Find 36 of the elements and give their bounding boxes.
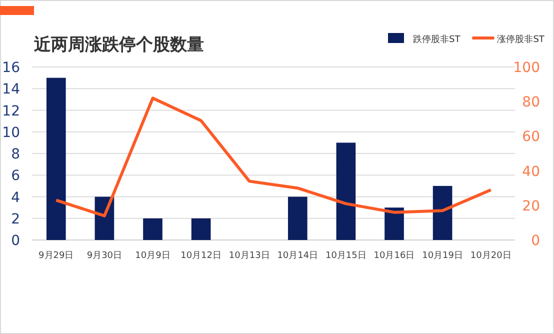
line-series: [54, 96, 492, 218]
x-tick-label: 9月30日: [86, 251, 122, 261]
x-tick-label: 10月12日: [180, 251, 222, 261]
y-tick-label: 0: [11, 233, 20, 249]
bar: [191, 218, 211, 240]
y-tick-label: 8: [11, 146, 20, 162]
bar: [336, 142, 356, 240]
x-tick-label: 10月16日: [374, 251, 415, 261]
x-tick-label: 10月14日: [277, 251, 318, 261]
y-tick-label: 10: [2, 124, 20, 141]
y-tick-label: 12: [2, 103, 20, 120]
y2-tick-label: 20: [522, 198, 540, 214]
y-tick-label: 2: [11, 211, 20, 228]
y2-tick-label: 100: [513, 60, 540, 76]
x-tick-label: 10月19日: [422, 251, 464, 261]
y-tick-label: 14: [2, 82, 20, 98]
legend-label: 跌停股非ST: [413, 34, 461, 45]
y2-tick-label: 40: [522, 164, 540, 180]
bar: [143, 218, 162, 240]
y2-tick-label: 80: [522, 94, 540, 111]
bar: [46, 78, 66, 240]
legend-label: 涨停股非ST: [497, 34, 545, 45]
y2-tick-label: 60: [522, 129, 540, 146]
x-tick-label: 9月29日: [38, 251, 74, 261]
bar: [288, 196, 308, 240]
x-tick-label: 10月15日: [325, 251, 366, 261]
bar: [432, 186, 452, 240]
x-tick-label: 10月20日: [470, 251, 512, 261]
bar: [384, 208, 404, 240]
x-tick-label: 10月9日: [135, 251, 170, 261]
y-tick-label: 6: [11, 168, 20, 184]
y-tick-label: 4: [11, 190, 20, 206]
y-tick-label: 16: [2, 60, 20, 76]
y2-tick-label: 0: [531, 233, 540, 249]
chart-title: 近两周涨跌停个股数量: [33, 35, 204, 55]
x-tick-label: 10月13日: [228, 251, 270, 261]
